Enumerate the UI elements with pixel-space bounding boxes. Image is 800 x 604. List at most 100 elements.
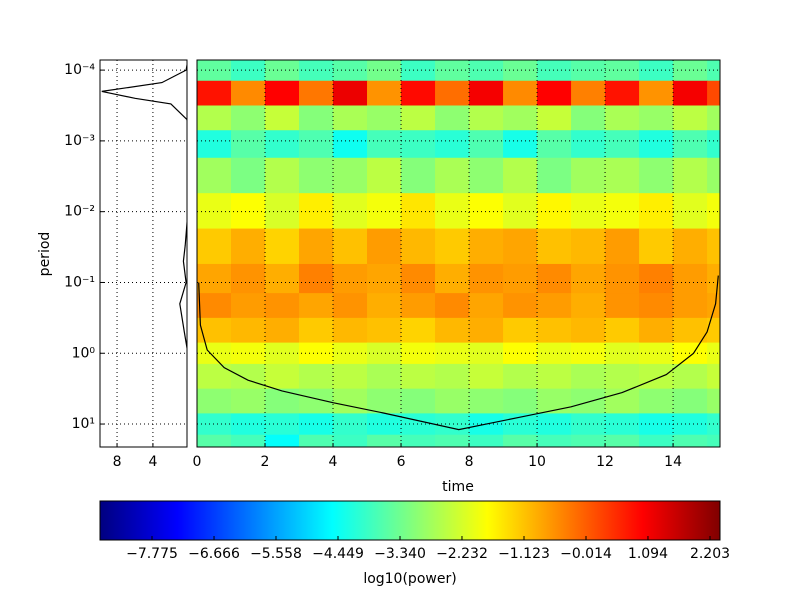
heatmap-cell <box>265 413 300 436</box>
heatmap-cell <box>197 317 232 344</box>
heatmap-cell <box>299 130 334 159</box>
heatmap-cell <box>435 293 470 319</box>
heatmap-cell <box>639 193 674 230</box>
global-spectrum <box>101 61 187 352</box>
heatmap-cell <box>231 293 266 319</box>
heatmap-cell <box>197 193 232 230</box>
heatmap-cell <box>639 434 674 447</box>
heatmap-cell <box>673 293 708 319</box>
heatmap-cell <box>265 363 300 390</box>
heatmap-cell <box>231 413 266 436</box>
heatmap-cell <box>673 130 708 159</box>
heatmap-cell <box>367 228 402 265</box>
heatmap-cell <box>299 228 334 265</box>
heatmap-cell <box>605 263 640 294</box>
heatmap-cell <box>231 60 266 82</box>
heatmap-cell <box>639 80 674 106</box>
heatmap-cell <box>265 80 300 106</box>
colorbar-tick-label: 1.094 <box>628 546 668 562</box>
heatmap-cell <box>673 228 708 265</box>
heatmap-cell <box>401 130 436 159</box>
heatmap-cell <box>571 105 606 131</box>
x-tick-label: 0 <box>193 454 202 470</box>
x-tick-label: 10 <box>528 454 546 470</box>
y-tick-label: 10⁻³ <box>64 133 95 149</box>
heatmap-cell <box>333 363 368 390</box>
heatmap-cell <box>367 157 402 194</box>
heatmap-cell <box>299 105 334 131</box>
colorbar-tick-label: −2.232 <box>436 546 488 562</box>
heatmap-cell <box>571 388 606 414</box>
heatmap-cell <box>469 342 504 365</box>
heatmap-cell <box>367 105 402 131</box>
heatmap-cell <box>367 434 402 447</box>
y-tick-label: 10⁻¹ <box>64 274 95 290</box>
heatmap-cell <box>605 413 640 436</box>
x-tick-label: 8 <box>465 454 474 470</box>
line <box>198 275 719 431</box>
colorbar-tick-label: −6.666 <box>188 546 240 562</box>
heatmap-cell <box>265 434 300 447</box>
heatmap-cell <box>367 317 402 344</box>
heatmap-cell <box>673 60 708 82</box>
heatmap-cell <box>265 317 300 344</box>
heatmap-cell <box>707 157 720 194</box>
heatmap-cell <box>469 363 504 390</box>
heatmap-cell <box>537 413 572 436</box>
heatmap-cell <box>401 317 436 344</box>
plot-frame <box>196 59 721 448</box>
heatmap-cell <box>265 342 300 365</box>
y-tick-label: 10¹ <box>72 416 95 432</box>
heatmap-cell <box>537 60 572 82</box>
x-tick-label: 2 <box>261 454 270 470</box>
heatmap-cell <box>673 434 708 447</box>
heatmap-cell <box>503 263 538 294</box>
heatmap-cell <box>265 193 300 230</box>
heatmap-cell <box>367 80 402 106</box>
heatmap-cell <box>435 263 470 294</box>
x-tick-label: 6 <box>397 454 406 470</box>
heatmap-cell <box>571 263 606 294</box>
heatmap-cell <box>231 105 266 131</box>
heatmap-cell <box>503 193 538 230</box>
heatmap-cell <box>537 363 572 390</box>
heatmap-cell <box>435 342 470 365</box>
heatmap-cell <box>605 342 640 365</box>
x-axis-label: time <box>442 479 474 495</box>
heatmap-cell <box>333 293 368 319</box>
heatmap-cell <box>571 157 606 194</box>
heatmap-cell <box>299 60 334 82</box>
heatmap-cell <box>197 388 232 414</box>
heatmap-cell <box>503 105 538 131</box>
heatmap-cell <box>707 80 720 106</box>
heatmap-cell <box>299 193 334 230</box>
heatmap-cell <box>197 363 232 390</box>
heatmap-cell <box>673 193 708 230</box>
heatmap-cell <box>537 293 572 319</box>
x-tick-label: 4 <box>329 454 338 470</box>
heatmap-cell <box>571 130 606 159</box>
heatmap-cell <box>197 263 232 294</box>
heatmap-cell <box>571 413 606 436</box>
heatmap-cell <box>673 388 708 414</box>
heatmap-cell <box>639 130 674 159</box>
heatmap-cell <box>639 413 674 436</box>
heatmap-cell <box>605 130 640 159</box>
colorbar-tick-label: −4.449 <box>312 546 364 562</box>
heatmap-cell <box>231 157 266 194</box>
heatmap-cell <box>231 317 266 344</box>
heatmap-cell <box>707 60 720 82</box>
heatmap-cell <box>639 363 674 390</box>
heatmap-cell <box>367 413 402 436</box>
heatmap-cell <box>265 157 300 194</box>
heatmap-cell <box>707 228 720 265</box>
heatmap-cell <box>537 130 572 159</box>
colorbar-tick-label: −3.340 <box>374 546 426 562</box>
heatmap-cell <box>707 317 720 344</box>
heatmap-cell <box>197 413 232 436</box>
heatmap-cell <box>197 293 232 319</box>
heatmap-cell <box>435 60 470 82</box>
heatmap-cell <box>401 228 436 265</box>
heatmap-cell <box>197 157 232 194</box>
heatmap-cell <box>537 342 572 365</box>
